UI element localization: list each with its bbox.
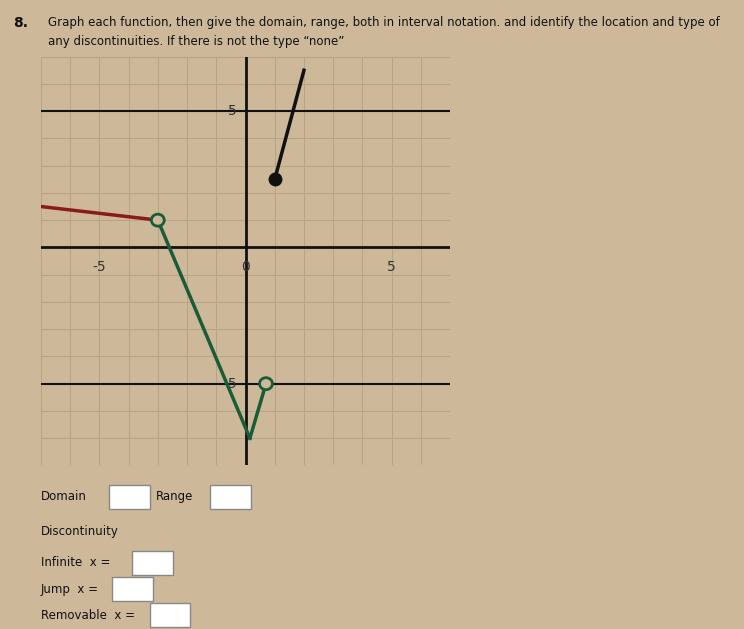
Text: 0: 0 (241, 260, 250, 274)
Text: 5: 5 (228, 104, 237, 118)
Text: -5: -5 (223, 377, 237, 391)
Text: 8.: 8. (13, 16, 28, 30)
Text: -5: -5 (92, 260, 106, 274)
FancyBboxPatch shape (150, 603, 190, 627)
Text: Discontinuity: Discontinuity (41, 525, 119, 538)
FancyBboxPatch shape (112, 577, 153, 601)
Text: Domain: Domain (41, 491, 87, 503)
Text: Range: Range (156, 491, 193, 503)
FancyBboxPatch shape (109, 485, 150, 509)
Circle shape (152, 214, 164, 226)
Circle shape (260, 377, 272, 390)
Text: Jump  x =: Jump x = (41, 583, 99, 596)
Text: any discontinuities. If there is not the type “none”: any discontinuities. If there is not the… (48, 35, 344, 48)
Text: Infinite  x =: Infinite x = (41, 557, 110, 569)
FancyBboxPatch shape (210, 485, 251, 509)
Text: Graph each function, then give the domain, range, both in interval notation. and: Graph each function, then give the domai… (48, 16, 720, 29)
Text: Removable  x =: Removable x = (41, 609, 135, 621)
FancyBboxPatch shape (132, 551, 173, 575)
Text: 5: 5 (388, 260, 396, 274)
